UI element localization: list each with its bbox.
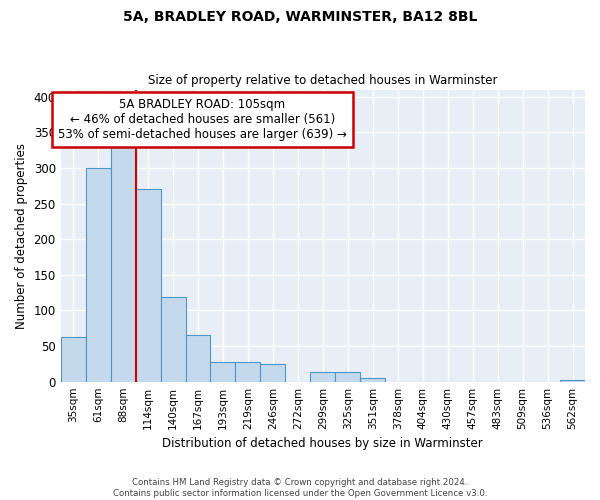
Bar (260, 364, 286, 382)
Bar (360, 378, 385, 382)
Bar (136, 190, 161, 382)
Bar (86, 168, 110, 382)
Bar (211, 362, 235, 382)
X-axis label: Distribution of detached houses by size in Warminster: Distribution of detached houses by size … (163, 437, 483, 450)
Text: 5A BRADLEY ROAD: 105sqm
← 46% of detached houses are smaller (561)
53% of semi-d: 5A BRADLEY ROAD: 105sqm ← 46% of detache… (58, 98, 347, 142)
Bar (310, 372, 335, 382)
Bar (335, 372, 360, 382)
Bar (560, 380, 585, 382)
Bar (185, 336, 211, 382)
Bar (110, 146, 136, 382)
Y-axis label: Number of detached properties: Number of detached properties (15, 142, 28, 328)
Text: 5A, BRADLEY ROAD, WARMINSTER, BA12 8BL: 5A, BRADLEY ROAD, WARMINSTER, BA12 8BL (123, 10, 477, 24)
Bar (235, 362, 260, 382)
Title: Size of property relative to detached houses in Warminster: Size of property relative to detached ho… (148, 74, 497, 87)
Bar (161, 297, 185, 382)
Bar (61, 337, 86, 382)
Text: Contains HM Land Registry data © Crown copyright and database right 2024.
Contai: Contains HM Land Registry data © Crown c… (113, 478, 487, 498)
